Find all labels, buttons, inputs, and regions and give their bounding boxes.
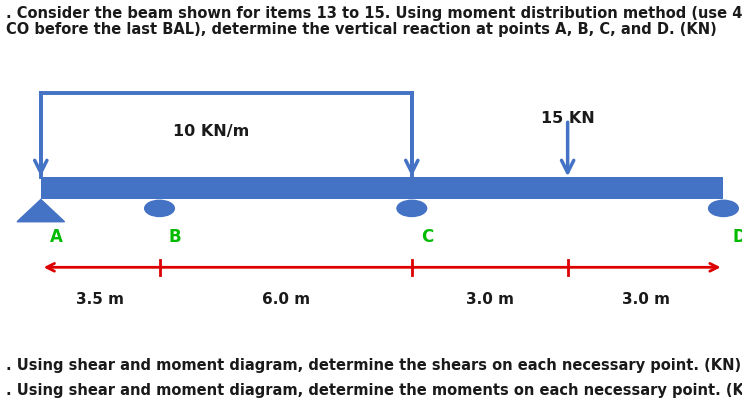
Text: CO before the last BAL), determine the vertical reaction at points A, B, C, and : CO before the last BAL), determine the v… <box>6 22 717 37</box>
Text: D: D <box>732 228 742 246</box>
Text: . Consider the beam shown for items 13 to 15. Using moment distribution method (: . Consider the beam shown for items 13 t… <box>6 6 742 21</box>
Text: A: A <box>50 228 62 246</box>
Polygon shape <box>17 199 65 222</box>
Bar <box>41 177 723 199</box>
Text: 6.0 m: 6.0 m <box>262 292 309 307</box>
Text: 10 KN/m: 10 KN/m <box>174 124 249 139</box>
Text: B: B <box>168 228 181 246</box>
Text: 3.5 m: 3.5 m <box>76 292 124 307</box>
Text: . Using shear and moment diagram, determine the shears on each necessary point. : . Using shear and moment diagram, determ… <box>6 358 741 373</box>
Circle shape <box>709 200 738 216</box>
Text: 15 KN: 15 KN <box>541 111 594 126</box>
Circle shape <box>397 200 427 216</box>
Text: . Using shear and moment diagram, determine the moments on each necessary point.: . Using shear and moment diagram, determ… <box>6 383 742 398</box>
Text: C: C <box>421 228 433 246</box>
Text: 3.0 m: 3.0 m <box>466 292 513 307</box>
Circle shape <box>145 200 174 216</box>
Text: 3.0 m: 3.0 m <box>622 292 669 307</box>
